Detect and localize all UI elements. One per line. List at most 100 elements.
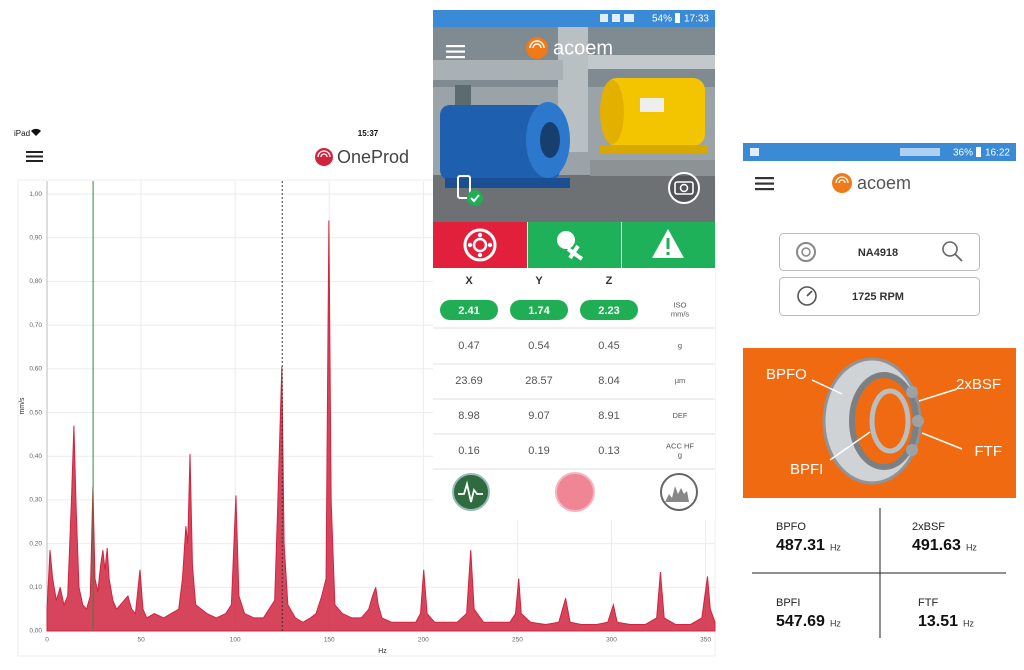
- tablet-background: [0, 0, 433, 670]
- bearing-ball: [912, 415, 924, 427]
- cell-value: 9.07: [528, 410, 549, 422]
- value-pill: [580, 300, 638, 320]
- bearing-bore: [869, 388, 911, 454]
- status-bar: [433, 10, 715, 27]
- y-tick-label: 0,20: [29, 540, 42, 547]
- menu-bar: [755, 177, 774, 180]
- frequency-unit: Hz: [966, 542, 977, 552]
- search-icon: [942, 241, 958, 257]
- logo-mark-swirl: [529, 40, 545, 49]
- alarm-button[interactable]: [622, 222, 715, 268]
- camera-lens: [679, 183, 689, 193]
- diagram-label: FTF: [975, 443, 1003, 460]
- menu-bar: [26, 155, 43, 158]
- frequency-name: BPFO: [776, 521, 806, 533]
- bearing-button[interactable]: [433, 222, 527, 268]
- gauge-needle: [806, 290, 813, 297]
- waveform-button[interactable]: [660, 473, 698, 511]
- phone-measurement: 54% 17:33: [433, 10, 715, 520]
- spectrum-icon-bg: [452, 473, 490, 511]
- y-tick-label: 0,70: [29, 322, 42, 329]
- coupling-icon: [566, 244, 584, 261]
- cell-value: 8.91: [598, 410, 619, 422]
- bearing-ball: [487, 242, 493, 248]
- plinth: [590, 160, 715, 176]
- x-tick-label: 350: [700, 637, 711, 644]
- battery-level: 36%: [953, 148, 973, 159]
- menu-button[interactable]: [26, 151, 43, 162]
- camera-button[interactable]: [668, 172, 700, 204]
- menu-bar: [446, 56, 465, 59]
- diagram-label: BPFI: [790, 461, 823, 478]
- y-tick-label: 0,40: [29, 453, 42, 460]
- junction-box: [640, 98, 664, 112]
- pipe: [588, 55, 715, 69]
- menu-bar: [26, 160, 43, 162]
- cell-value: 8.98: [458, 410, 479, 422]
- status-time: 16:22: [985, 148, 1010, 159]
- blue-motor-shaft: [540, 122, 560, 158]
- frequency-name: 2xBSF: [912, 521, 945, 533]
- cell-value: 0.47: [458, 340, 479, 352]
- gauge-icon: [797, 286, 817, 306]
- spectrum-button[interactable]: [452, 473, 490, 511]
- y-tick-label: 1,00: [29, 191, 42, 198]
- menu-bar: [446, 50, 465, 53]
- status-time: 17:33: [684, 14, 709, 25]
- cell-value: 23.69: [455, 375, 483, 387]
- y-tick-label: 0,50: [29, 409, 42, 416]
- camera-circle: [668, 172, 700, 204]
- spectrum-area: [46, 220, 716, 632]
- alignment-button[interactable]: [528, 222, 621, 268]
- frequency-name: FTF: [918, 597, 938, 609]
- frequency-value: 13.51: [918, 613, 958, 630]
- cell-value: 0.54: [528, 340, 549, 352]
- bearing-icon: [796, 242, 816, 262]
- menu-bar: [755, 182, 774, 185]
- bearing-ball: [477, 232, 483, 238]
- value-pill: [440, 300, 498, 320]
- logo-mark-swirl: [835, 176, 849, 184]
- unit-label: ISO: [674, 300, 687, 309]
- asset-field[interactable]: NA4918: [779, 233, 980, 271]
- bearing-outer: [463, 228, 497, 262]
- bearing-ball: [906, 386, 918, 398]
- unit-label: µm: [675, 376, 686, 385]
- cell-value: 0.45: [598, 340, 619, 352]
- column-header: X: [465, 275, 473, 287]
- frequency-value: 491.63: [912, 537, 961, 554]
- menu-button[interactable]: [446, 45, 465, 59]
- warning-mark: [666, 252, 670, 255]
- bearing-diagram: [743, 348, 1016, 498]
- menu-button[interactable]: [755, 177, 774, 191]
- status-time: 15:37: [358, 129, 379, 138]
- camera-body: [674, 181, 694, 195]
- unit-label: g: [678, 341, 682, 350]
- yellow-motor-end: [600, 80, 624, 144]
- sensor-button[interactable]: [457, 175, 483, 206]
- x-axis-label: Hz: [378, 648, 387, 655]
- machine-photo: [433, 27, 715, 222]
- cell-value: 0.13: [598, 445, 619, 457]
- record-button[interactable]: [555, 472, 595, 512]
- bearing-ball: [477, 252, 483, 258]
- unit-label: mm/s: [671, 309, 690, 318]
- motor-base: [600, 145, 708, 153]
- y-tick-label: 0,90: [29, 235, 42, 242]
- battery-level: 54%: [652, 14, 672, 25]
- status-icon: [900, 148, 940, 156]
- diagram-label: 2xBSF: [956, 376, 1001, 393]
- menu-bar: [446, 45, 465, 48]
- menu-bar: [755, 188, 774, 191]
- frequency-value: 487.31: [776, 537, 825, 554]
- y-tick-label: 0,10: [29, 584, 42, 591]
- status-icon: [624, 14, 634, 22]
- logo-mark: [526, 37, 548, 59]
- device-name: iPad: [14, 129, 30, 138]
- battery-icon: [976, 147, 981, 157]
- phone-bearing: 36% 16:22 acoem NA4918 1725 RPM: [743, 143, 1016, 638]
- column-header: Y: [535, 275, 543, 287]
- warning-mark: [666, 238, 670, 249]
- speed-field[interactable]: 1725 RPM: [779, 277, 980, 316]
- bearing-ball: [906, 444, 918, 456]
